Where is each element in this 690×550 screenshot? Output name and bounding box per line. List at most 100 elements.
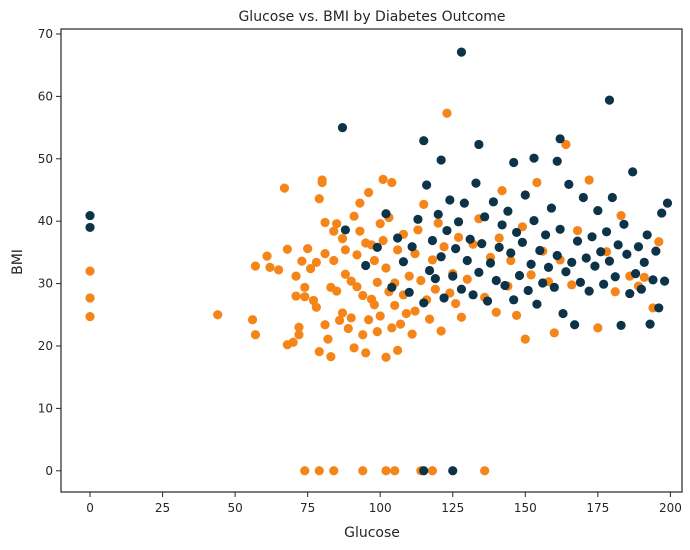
data-point-series-1 [622, 249, 632, 259]
data-point-series-0 [349, 211, 359, 221]
y-tick-label: 70 [38, 27, 53, 41]
data-point-series-0 [439, 242, 449, 252]
data-point-series-0 [387, 177, 397, 188]
data-point-series-0 [393, 345, 403, 355]
data-point-series-0 [419, 199, 429, 209]
y-tick-label: 10 [38, 401, 53, 415]
data-point-series-0 [213, 310, 223, 320]
data-point-series-1 [439, 293, 449, 303]
data-point-series-0 [262, 251, 272, 261]
data-point-series-0 [375, 311, 385, 321]
data-point-series-0 [410, 306, 420, 316]
data-point-series-1 [456, 47, 467, 57]
x-tick-label: 200 [659, 501, 682, 515]
data-point-series-1 [503, 206, 513, 216]
data-point-series-1 [639, 257, 649, 267]
data-point-series-0 [451, 298, 461, 309]
data-point-series-1 [564, 179, 574, 189]
data-point-series-1 [451, 244, 461, 254]
data-point-series-1 [404, 287, 414, 297]
data-point-series-1 [511, 227, 522, 238]
chart-title: Glucose vs. BMI by Diabetes Outcome [238, 9, 505, 25]
data-point-series-0 [329, 466, 339, 476]
data-point-series-0 [314, 347, 324, 357]
data-point-series-0 [494, 233, 504, 243]
data-point-series-0 [340, 269, 350, 279]
data-point-series-1 [340, 225, 350, 235]
data-point-series-1 [578, 192, 588, 203]
y-tick-label: 30 [38, 277, 53, 291]
data-point-series-0 [358, 330, 368, 340]
data-point-series-0 [320, 249, 330, 259]
data-point-series-0 [372, 277, 382, 287]
data-point-series-0 [300, 292, 310, 302]
data-point-series-0 [532, 177, 542, 188]
data-point-series-0 [381, 263, 391, 273]
data-point-series-1 [613, 240, 623, 250]
data-point-series-1 [593, 205, 603, 216]
data-point-series-0 [320, 320, 330, 330]
data-point-series-0 [352, 250, 362, 260]
data-point-series-1 [590, 261, 600, 271]
data-point-series-1 [648, 275, 658, 285]
data-point-series-1 [607, 192, 617, 203]
data-point-series-1 [651, 246, 661, 256]
data-point-series-0 [363, 315, 374, 325]
data-point-series-0 [497, 186, 507, 196]
data-point-series-0 [332, 219, 342, 229]
data-point-series-0 [305, 264, 316, 274]
data-point-series-0 [300, 282, 310, 292]
data-point-series-0 [381, 352, 391, 362]
data-point-series-1 [456, 284, 467, 294]
data-point-series-0 [442, 108, 452, 118]
data-point-series-1 [442, 225, 452, 236]
y-tick-label: 20 [38, 339, 53, 353]
data-point-series-0 [616, 210, 626, 221]
data-point-series-0 [346, 313, 356, 323]
data-point-series-1 [575, 277, 586, 287]
x-tick-label: 125 [441, 501, 464, 515]
data-point-series-0 [433, 218, 443, 228]
data-point-series-0 [416, 275, 426, 286]
data-point-series-0 [387, 323, 397, 333]
data-point-series-1 [381, 209, 391, 219]
data-point-series-0 [85, 293, 95, 303]
data-point-series-1 [477, 239, 487, 249]
data-point-series-0 [526, 270, 536, 280]
data-point-series-0 [654, 237, 664, 247]
data-point-series-0 [291, 291, 301, 301]
y-tick-label: 50 [38, 152, 53, 166]
data-point-series-0 [424, 314, 435, 324]
data-point-series-0 [427, 466, 438, 476]
data-point-series-0 [300, 466, 310, 476]
data-point-series-1 [448, 466, 458, 476]
data-point-series-0 [378, 235, 388, 246]
data-point-series-0 [430, 284, 440, 294]
data-point-series-0 [323, 334, 333, 344]
data-point-series-0 [250, 330, 261, 340]
data-point-series-0 [378, 174, 388, 184]
data-point-series-0 [584, 175, 594, 185]
data-point-series-0 [288, 337, 298, 347]
y-axis-label: BMI [10, 249, 26, 275]
data-point-series-0 [456, 312, 467, 322]
data-point-series-0 [250, 261, 261, 271]
data-point-series-0 [390, 300, 400, 311]
data-point-series-1 [572, 236, 583, 246]
data-point-series-1 [619, 219, 629, 229]
data-point-series-0 [549, 328, 559, 338]
data-point-series-0 [358, 466, 368, 476]
data-point-series-0 [390, 466, 400, 476]
data-point-series-1 [424, 265, 435, 276]
data-point-series-1 [419, 298, 429, 308]
data-point-series-0 [363, 187, 374, 198]
data-point-series-0 [404, 271, 414, 281]
data-point-series-1 [509, 295, 519, 305]
data-point-series-1 [526, 259, 536, 269]
data-point-series-1 [642, 230, 652, 240]
data-point-series-0 [85, 266, 95, 276]
data-point-series-1 [604, 256, 615, 266]
x-axis-label: Glucose [344, 525, 400, 541]
data-point-series-1 [584, 286, 594, 296]
